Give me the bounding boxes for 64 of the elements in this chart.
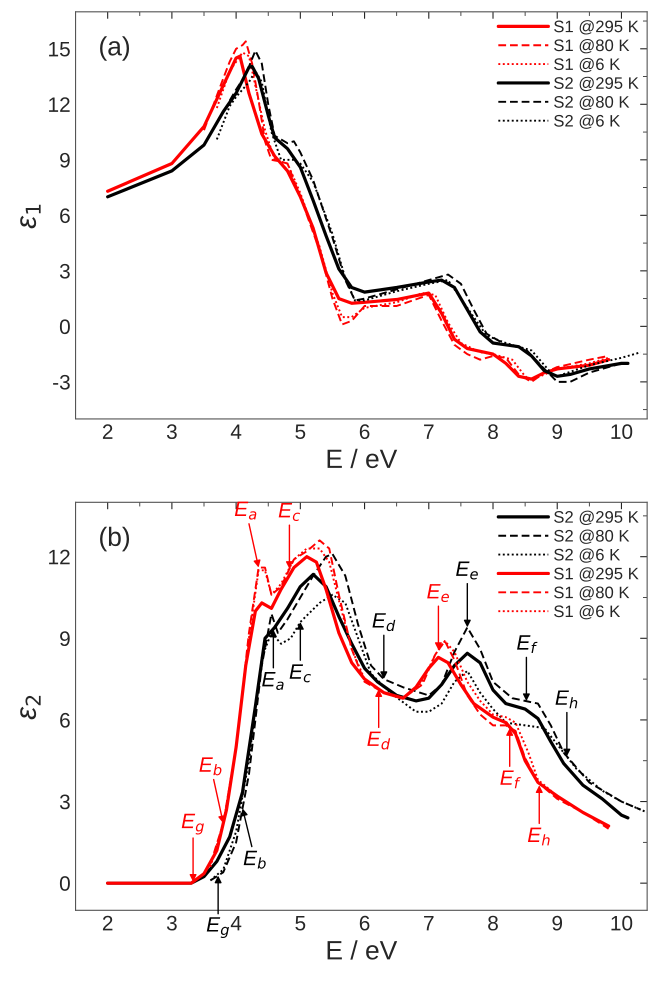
annotation: E$_{b}$: [244, 850, 266, 869]
y-tick-label: 3: [60, 794, 70, 810]
y-tick-label: 15: [49, 42, 70, 57]
legend-label: S2 @80 K: [554, 529, 630, 544]
y-tick-label: -3: [53, 374, 70, 390]
legend-label: S1 @80 K: [554, 586, 630, 600]
x-tick-label: 9: [552, 424, 562, 440]
y-tick-label: 6: [60, 712, 70, 728]
legend-label: S2 @80 K: [554, 96, 630, 110]
annotation: E$_{c}$: [290, 664, 311, 682]
annotation: E$_{a}$: [234, 502, 256, 520]
legend-label: S1 @295 K: [554, 20, 639, 34]
legend-label: S2 @295 K: [554, 510, 639, 525]
x-tick-label: 10: [611, 916, 632, 931]
x-tick-label: 5: [295, 916, 306, 931]
legend-label: S2 @295 K: [554, 76, 639, 92]
annotation: E$_{g}$: [206, 917, 229, 938]
x-tick-label: 4: [230, 916, 242, 930]
annotation: E$_{d}$: [372, 613, 396, 632]
x-tick-label: 8: [488, 916, 498, 931]
annotation: E$_{f}$: [517, 635, 538, 653]
legend-label: S2 @6 K: [554, 548, 620, 563]
annotation: E$_{c}$: [278, 503, 300, 521]
annotation: (b): [100, 526, 130, 552]
y-tick-label: 0: [60, 319, 70, 334]
annotation: (a): [100, 36, 130, 61]
x-tick-label: 6: [360, 424, 370, 440]
x-tick-label: 10: [611, 424, 632, 440]
x-tick-label: 3: [166, 916, 177, 931]
x-axis-title: E / eV: [328, 448, 398, 468]
annotation: E$_{e}$: [427, 584, 449, 602]
y-tick-label: 12: [49, 550, 70, 564]
x-tick-label: 2: [102, 916, 112, 930]
annotation: E$_{h}$: [556, 690, 578, 708]
legend-label: S2 @6 K: [554, 114, 620, 129]
x-tick-label: 3: [166, 424, 177, 440]
annotation: E$_{d}$: [367, 732, 390, 750]
y-axis-title: ε$_{2}$: [20, 696, 41, 720]
y-tick-label: 3: [60, 264, 70, 279]
annotation: E$_{g}$: [182, 814, 204, 835]
annotation: E$_{h}$: [528, 828, 550, 846]
x-tick-label: 4: [230, 424, 242, 439]
legend-label: S1 @295 K: [554, 567, 639, 582]
annotation: E$_{f}$: [500, 770, 521, 788]
x-tick-label: 8: [488, 424, 498, 440]
x-axis-title: E / eV: [328, 940, 398, 960]
legend-label: S1 @6 K: [554, 604, 620, 620]
x-tick-label: 7: [424, 916, 434, 930]
y-tick-label: 9: [60, 152, 70, 168]
y-axis-title: ε$_{1}$: [20, 204, 41, 228]
x-tick-label: 5: [295, 424, 306, 440]
y-tick-label: 9: [60, 631, 70, 646]
y-tick-label: 0: [60, 876, 70, 891]
annotation: E$_{a}$: [262, 672, 284, 690]
annotation: E$_{b}$: [199, 757, 222, 776]
legend-label: S1 @6 K: [554, 58, 620, 72]
x-tick-label: 9: [552, 916, 562, 931]
x-tick-label: 2: [102, 424, 112, 439]
y-tick-label: 6: [60, 208, 70, 224]
x-tick-label: 7: [424, 424, 434, 439]
y-tick-label: 12: [49, 97, 70, 112]
x-tick-label: 6: [360, 916, 370, 931]
legend-label: S1 @80 K: [554, 38, 630, 54]
annotation: E$_{e}$: [456, 562, 478, 580]
